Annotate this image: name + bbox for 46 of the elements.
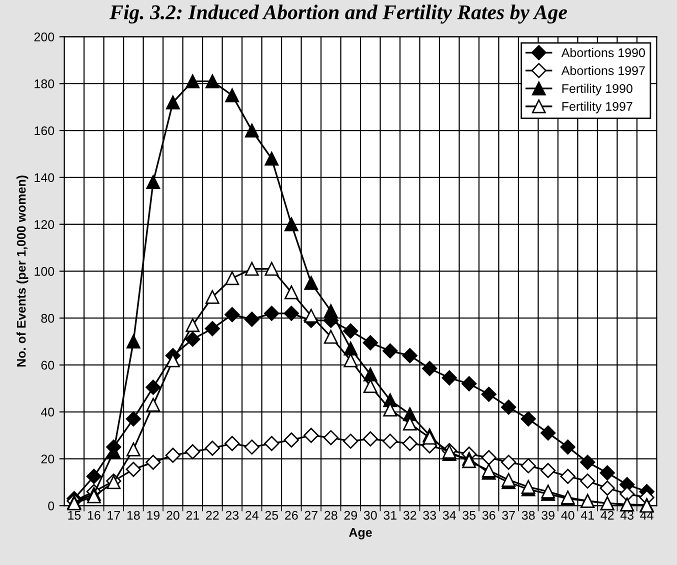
x-tick-label: 18 bbox=[127, 510, 140, 520]
y-tick-label: 40 bbox=[40, 408, 54, 417]
x-tick-label: 26 bbox=[285, 510, 298, 520]
y-tick-label: 0 bbox=[48, 501, 54, 510]
y-tick-label: 200 bbox=[34, 32, 54, 42]
x-tick-label: 21 bbox=[186, 510, 200, 520]
x-tick-label: 30 bbox=[364, 510, 377, 520]
y-tick-label: 140 bbox=[34, 173, 54, 182]
legend-label: Fertility 1997 bbox=[562, 102, 632, 114]
x-tick-label: 25 bbox=[265, 510, 278, 520]
y-tick-label: 100 bbox=[34, 267, 54, 276]
x-tick-label: 41 bbox=[580, 510, 594, 520]
y-tick-label: 120 bbox=[34, 220, 54, 229]
x-tick-label: 15 bbox=[68, 510, 81, 520]
y-axis-title: No. of Events (per 1,000 women) bbox=[16, 176, 28, 367]
x-axis-title: Age bbox=[349, 528, 372, 540]
x-tick-label: 27 bbox=[304, 510, 318, 520]
x-tick-label: 33 bbox=[423, 510, 436, 520]
x-tick-label: 40 bbox=[561, 510, 574, 520]
y-tick-label: 80 bbox=[41, 314, 54, 323]
x-tick-label: 29 bbox=[344, 510, 357, 520]
legend-label: Abortions 1990 bbox=[561, 48, 645, 58]
x-tick-label: 38 bbox=[522, 510, 535, 520]
x-tick-label: 17 bbox=[108, 510, 120, 520]
y-tick-label: 60 bbox=[41, 360, 54, 370]
x-tick-label: 35 bbox=[462, 510, 476, 520]
x-tick-label: 37 bbox=[502, 510, 515, 520]
chart-title: Fig. 3.2: Induced Abortion and Fertility Rates by Age bbox=[110, 4, 568, 24]
x-tick-label: 39 bbox=[542, 510, 554, 520]
x-tick-label: 28 bbox=[324, 510, 338, 520]
y-tick-label: 180 bbox=[34, 79, 54, 88]
x-tick-label: 19 bbox=[147, 510, 160, 520]
legend-label: Fertility 1990 bbox=[562, 84, 632, 96]
x-tick-label: 24 bbox=[246, 510, 258, 520]
x-tick-label: 31 bbox=[384, 510, 396, 520]
x-tick-label: 20 bbox=[166, 510, 180, 520]
x-tick-label: 34 bbox=[442, 510, 456, 520]
y-tick-label: 160 bbox=[34, 126, 54, 136]
legend-label: Abortions 1997 bbox=[561, 66, 645, 76]
x-tick-label: 16 bbox=[88, 510, 100, 520]
x-tick-label: 36 bbox=[482, 510, 496, 520]
x-tick-label: 22 bbox=[206, 510, 219, 520]
x-tick-label: 23 bbox=[226, 510, 239, 520]
y-tick-label: 20 bbox=[41, 454, 54, 464]
x-tick-label: 42 bbox=[600, 510, 614, 520]
x-tick-label: 32 bbox=[403, 510, 416, 520]
